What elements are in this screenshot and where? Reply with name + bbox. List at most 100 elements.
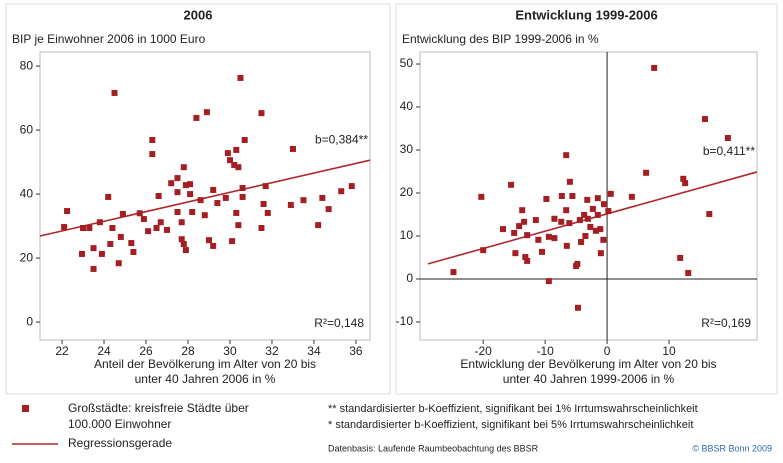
point [512, 250, 519, 257]
point [182, 182, 189, 189]
point [677, 254, 684, 261]
point [197, 197, 204, 204]
legend-marker [22, 405, 29, 412]
point [592, 227, 599, 234]
legend-label: Regressionsgerade [68, 436, 172, 450]
point [226, 157, 233, 164]
chart-title: Entwicklung 1999-2006 [515, 7, 657, 22]
point [210, 242, 217, 249]
x-tick-label: 34 [307, 344, 321, 358]
point [551, 235, 558, 242]
x-tick-label: 22 [55, 344, 69, 358]
point [193, 114, 200, 121]
point [511, 229, 518, 236]
point [543, 196, 550, 203]
point [319, 194, 326, 201]
x-tick-label: -20 [475, 344, 493, 358]
point [203, 109, 210, 116]
point [628, 193, 635, 200]
point [205, 237, 212, 244]
point [576, 217, 583, 224]
point [233, 146, 240, 153]
point [535, 236, 542, 243]
point [680, 175, 687, 182]
x-tick-label: 36 [349, 344, 363, 358]
point [524, 232, 531, 239]
regression-line [427, 171, 758, 265]
point [187, 191, 194, 198]
point [325, 206, 332, 213]
point [566, 220, 573, 227]
point [105, 193, 112, 200]
point [153, 225, 160, 231]
point [264, 209, 271, 216]
point [450, 269, 457, 276]
point [551, 215, 558, 222]
point [706, 211, 713, 218]
plot-frame [419, 51, 758, 341]
point [235, 222, 242, 229]
point [178, 236, 185, 243]
point [237, 74, 244, 81]
x-tick-label: 24 [97, 344, 111, 358]
point [155, 193, 162, 199]
point [685, 269, 692, 276]
y-tick-label: -10 [396, 314, 414, 328]
point [115, 260, 122, 267]
point [682, 180, 689, 187]
point [258, 225, 265, 231]
point [569, 193, 576, 199]
point [128, 240, 135, 247]
y-tick-label: 10 [400, 228, 414, 242]
point [61, 224, 68, 231]
point [214, 200, 221, 207]
point [563, 207, 570, 214]
point [539, 248, 546, 255]
point [594, 195, 601, 202]
point [258, 110, 265, 117]
point [289, 145, 296, 152]
y-tick-label: 80 [20, 58, 34, 72]
panel-border [395, 3, 778, 395]
point [478, 193, 485, 200]
point [584, 215, 591, 222]
point [558, 218, 565, 225]
point [558, 193, 565, 199]
point [239, 185, 246, 191]
point [643, 169, 650, 176]
point [229, 238, 236, 245]
point [300, 197, 307, 204]
x-axis-label: unter 40 Jahren 1999-2006 in % [503, 372, 675, 386]
point [532, 217, 539, 224]
point [516, 223, 523, 230]
point [168, 180, 175, 187]
point [78, 250, 85, 257]
point [587, 223, 594, 230]
point [189, 209, 196, 215]
point [594, 211, 601, 218]
x-tick-label: 28 [181, 344, 195, 358]
point [107, 241, 114, 247]
point [241, 137, 248, 143]
x-tick-label: -10 [536, 344, 554, 358]
y-tick-label: 20 [20, 250, 34, 264]
point [701, 116, 708, 123]
point [178, 219, 185, 226]
point [315, 222, 322, 229]
point [210, 186, 217, 193]
point [90, 245, 97, 252]
point [222, 194, 229, 201]
point [96, 219, 103, 226]
note: * standardisierter b-Koeffizient, signif… [328, 419, 693, 431]
point [90, 265, 97, 272]
point [519, 207, 526, 214]
point [500, 226, 507, 233]
point [174, 189, 181, 196]
point [233, 209, 240, 216]
point [651, 64, 658, 71]
point [597, 250, 604, 257]
y-tick-label: 30 [400, 142, 414, 156]
point [180, 164, 187, 171]
x-tick-label: 10 [662, 344, 676, 358]
